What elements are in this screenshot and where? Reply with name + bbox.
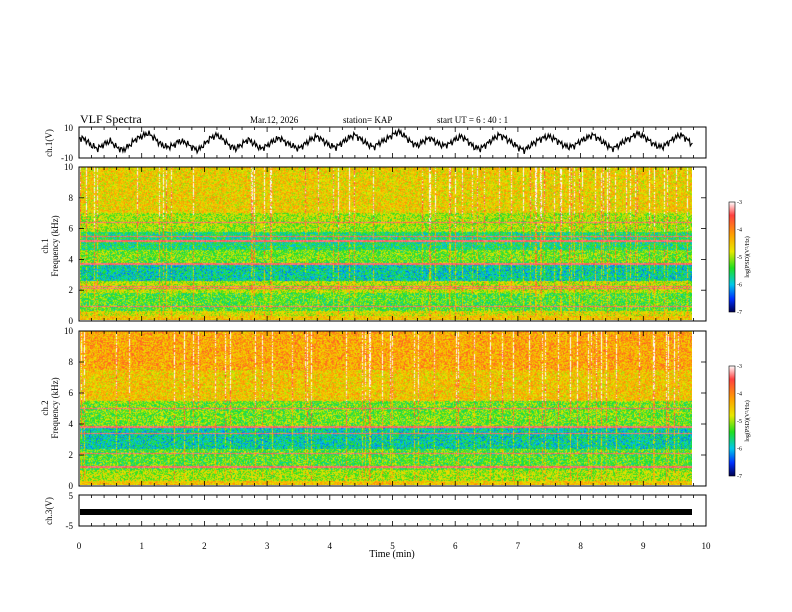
x-tick-label: 9 (641, 541, 646, 551)
x-tick-label: 10 (702, 541, 712, 551)
x-tick-label: 0 (77, 541, 82, 551)
y-tick-label: 6 (69, 224, 74, 234)
colorbar-tick-label: -4 (737, 228, 742, 234)
colorbar-2: -3 -4 -5 -6 -7 log(PSD)(V²/Hz) (728, 364, 751, 480)
ch2-spec-ytick-labels: 0 2 4 6 8 10 (64, 326, 74, 491)
chart-title: VLF Spectra (80, 112, 142, 126)
ch1-spec-ticks (78, 166, 707, 322)
x-tick-label: 1 (139, 541, 144, 551)
y-tick-label: 6 (69, 388, 74, 398)
ch1-series-line (78, 127, 693, 155)
colorbar-tick-label: -6 (737, 283, 742, 289)
ch1-ytick-top: 10 (64, 123, 74, 133)
ch3-ytick-top: 5 (69, 491, 74, 501)
ch2-spec-ylabel-channel: ch.2 (40, 400, 50, 415)
colorbar-2-ticks: -3 -4 -5 -6 -7 (737, 364, 742, 480)
x-tick-labels: 0 1 2 3 4 5 6 7 8 9 10 (77, 541, 711, 551)
station-label: station= KAP (343, 115, 392, 125)
ch1-ylabel: ch.1(V) (44, 129, 54, 157)
x-tick-label: 2 (202, 541, 207, 551)
y-tick-label: 0 (69, 481, 74, 491)
x-tick-label: 8 (578, 541, 583, 551)
colorbar-1-label: log(PSD)(V²/Hz) (744, 236, 751, 277)
colorbar-tick-label: -4 (737, 392, 742, 398)
colorbar-1: -3 -4 -5 -6 -7 log(PSD)(V²/Hz) (728, 200, 751, 316)
colorbar-tick-label: -6 (737, 447, 742, 453)
ch1-waveform-panel: 10 -10 ch.1(V) (44, 123, 707, 163)
ch3-ticks (78, 495, 707, 526)
ch2-spectrogram-panel: 0 2 4 6 8 10 ch.2 Frequency (kHz) (40, 326, 707, 491)
ch1-spectrogram-image (80, 167, 692, 320)
ch1-spectrogram-panel: 0 2 4 6 8 10 ch.1 Frequency (kHz) (40, 162, 707, 326)
ch1-spec-ytick-labels: 0 2 4 6 8 10 (64, 162, 74, 326)
y-tick-label: 4 (69, 419, 74, 429)
ch3-waveform-panel: 5 -5 ch.3(V) (44, 491, 707, 531)
x-tick-label: 6 (453, 541, 458, 551)
y-tick-label: 2 (69, 285, 74, 295)
colorbar-tick-label: -5 (737, 419, 742, 425)
x-tick-label: 3 (265, 541, 270, 551)
y-tick-label: 0 (69, 316, 74, 326)
colorbar-tick-label: -3 (737, 364, 742, 370)
x-axis-label: Time (min) (369, 549, 414, 560)
colorbar-tick-label: -7 (737, 474, 742, 480)
y-tick-label: 2 (69, 450, 74, 460)
x-tick-label: 7 (516, 541, 521, 551)
y-tick-label: 8 (69, 357, 74, 367)
y-tick-label: 4 (69, 254, 74, 264)
start-time-label: start UT = 6 : 40 : 1 (437, 115, 508, 125)
date-label: Mar.12, 2026 (250, 115, 299, 125)
y-tick-label: 10 (64, 162, 74, 172)
ch1-ytick-bottom: -10 (61, 153, 73, 163)
colorbar-2-label: log(PSD)(V²/Hz) (744, 400, 751, 441)
x-tick-label: 5 (390, 541, 395, 551)
colorbar-1-bar (728, 201, 736, 313)
ch1-spec-ylabel: Frequency (kHz) (50, 215, 60, 276)
ch3-ylabel: ch.3(V) (44, 497, 54, 525)
colorbar-tick-label: -5 (737, 255, 742, 261)
colorbar-1-ticks: -3 -4 -5 -6 -7 (737, 200, 742, 316)
ch3-series-band (80, 509, 692, 515)
ch1-spec-ylabel-channel: ch.1 (40, 238, 50, 253)
x-tick-label: 4 (328, 541, 333, 551)
colorbar-tick-label: -3 (737, 200, 742, 206)
y-tick-label: 10 (64, 326, 74, 336)
y-tick-label: 8 (69, 193, 74, 203)
ch2-spectrogram-image (80, 331, 692, 485)
colorbar-tick-label: -7 (737, 310, 742, 316)
colorbar-2-bar (728, 365, 736, 477)
ch1-ticks (78, 127, 707, 158)
ch2-spec-ticks (78, 330, 707, 487)
ch2-spec-ylabel: Frequency (kHz) (50, 377, 60, 438)
ch3-ytick-bottom: -5 (66, 521, 74, 531)
